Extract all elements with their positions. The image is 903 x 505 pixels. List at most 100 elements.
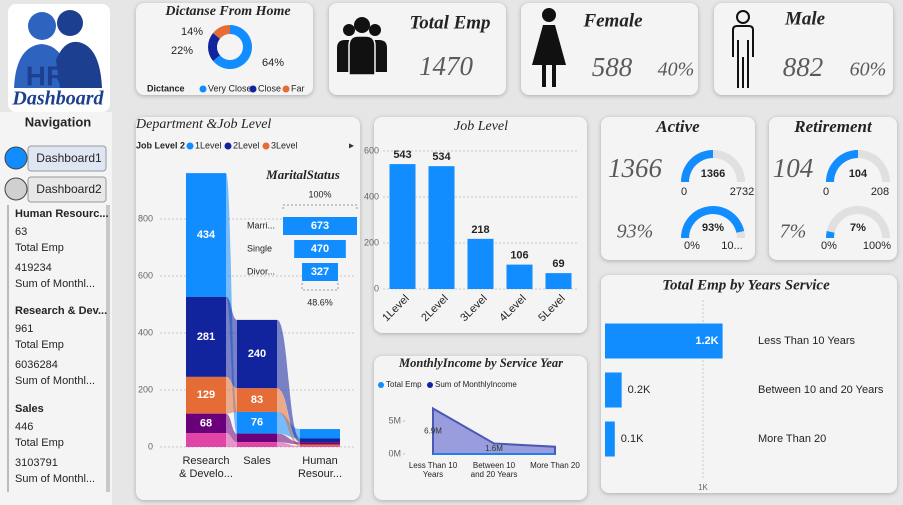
data-label: 0.1K	[621, 433, 644, 445]
chart-title: Department &Job Level	[135, 117, 271, 132]
bar	[467, 238, 494, 289]
funnel-bar	[294, 240, 346, 258]
data-label: 22%	[171, 45, 193, 57]
card	[374, 117, 587, 333]
y-tick-label: 200	[138, 384, 153, 394]
data-label: 673	[311, 220, 329, 232]
gauge-big-percent: 93%	[617, 221, 654, 243]
chart-title: Retirement	[793, 117, 873, 136]
card-title: Total Emp	[409, 12, 490, 33]
gauge-min: 0%	[684, 240, 700, 252]
legend-label: 3Level	[271, 140, 298, 150]
gauge-big-value: 1366	[608, 153, 663, 183]
y-tick-label: 600	[138, 270, 153, 280]
gauge-fill	[681, 150, 713, 182]
female-icon	[532, 8, 566, 87]
department-total-label: Total Emp	[15, 437, 64, 449]
data-label: 68	[200, 417, 212, 429]
nav-title: Navigation	[25, 114, 92, 129]
data-label: 6.9M	[424, 426, 442, 435]
x-tick-label-box: Between 10 and 20 Years	[470, 461, 518, 480]
x-tick-label: 1K	[698, 483, 708, 492]
x-tick-label: More Than 20	[530, 461, 580, 470]
legend-dot	[224, 142, 232, 150]
funnel-top-label: 100%	[308, 189, 331, 199]
x-tick-label: Research & Develo...	[179, 455, 233, 480]
department-total-label: Total Emp	[15, 339, 64, 351]
ribbon	[226, 376, 237, 414]
y-tick-label: 400	[138, 327, 153, 337]
ribbon	[277, 442, 300, 447]
gauge-max: 100%	[863, 240, 891, 252]
bar	[605, 323, 723, 359]
bar-segment	[186, 413, 226, 434]
ribbon	[277, 433, 300, 445]
gauge-value: 1366	[701, 168, 725, 180]
gauge-fill	[826, 150, 858, 182]
department-income: 3103791	[15, 457, 58, 469]
donut-slice	[208, 32, 220, 62]
gauge-max: 10...	[721, 240, 742, 252]
chart-title: Total Emp by Years Service	[662, 277, 830, 293]
x-tick-label: Less Than 10 Years	[408, 461, 458, 480]
x-tick-label: Between 10 and 20 Years	[470, 461, 518, 480]
x-tick-label-box: Research & Develo...	[179, 455, 233, 480]
nav-dot[interactable]	[4, 177, 28, 201]
nav-button[interactable]	[27, 145, 107, 172]
legend-dot	[249, 85, 257, 93]
data-label: 1.2K	[695, 335, 718, 347]
category-label: Marri...	[247, 220, 275, 230]
data-label: 1.6M	[485, 444, 503, 453]
ribbon	[226, 413, 237, 443]
legend-arrow[interactable]: ▸	[349, 141, 354, 152]
funnel-bar	[302, 263, 338, 281]
logo-title: HR	[26, 60, 66, 91]
y-tick-label: 400	[364, 191, 379, 201]
department-income: 6036284	[15, 359, 58, 371]
gauge-max: 208	[871, 186, 889, 198]
department-total: 446	[15, 421, 33, 433]
legend-label: Very Close	[208, 83, 252, 93]
department-income: 419234	[15, 262, 52, 274]
card	[521, 3, 698, 95]
ribbon	[277, 388, 300, 447]
x-tick-label: Sales	[243, 455, 271, 467]
nav-button-label[interactable]: Dashboard1	[36, 151, 102, 165]
data-label: 543	[393, 149, 411, 161]
y-tick-label: 800	[138, 213, 153, 223]
card-value: 588	[592, 52, 633, 82]
gauge-min: 0	[823, 186, 829, 198]
category-label: Divor...	[247, 266, 275, 276]
people-icon	[337, 17, 387, 76]
category-label: Single	[247, 243, 272, 253]
card-share: 40%	[658, 59, 695, 81]
bar-segment	[300, 429, 340, 439]
legend-label: 2Level	[233, 140, 260, 150]
funnel-bottom-label: 48.6%	[307, 297, 333, 307]
legend-title: Dictance	[147, 83, 185, 93]
nav-button-label[interactable]: Dashboard2	[36, 182, 102, 196]
data-label: 434	[197, 229, 216, 241]
scrollbar[interactable]	[106, 205, 110, 492]
department-total: 961	[15, 323, 33, 335]
card-share: 60%	[850, 59, 887, 81]
department-total-label: Total Emp	[15, 242, 64, 254]
legend-label: Total Emp	[386, 380, 422, 389]
legend-dot	[427, 382, 433, 388]
bar-segment	[186, 173, 226, 297]
data-label: 327	[311, 266, 329, 278]
bar-segment	[237, 411, 277, 434]
nav-button[interactable]	[27, 176, 107, 203]
bar-segment	[186, 433, 226, 447]
funnel-bar	[283, 217, 357, 235]
x-tick-label: Human Resour...	[297, 455, 343, 480]
y-tick-label: 0	[374, 283, 379, 293]
nav-dot[interactable]	[4, 146, 28, 170]
gauge-value: 104	[849, 168, 868, 180]
data-label: 240	[248, 348, 266, 360]
department-income-label: Sum of Monthl...	[15, 278, 95, 290]
department-name: Sales	[15, 403, 44, 415]
donut-slice	[213, 25, 253, 69]
bar-segment	[186, 296, 226, 377]
gauge-big-value: 104	[773, 153, 814, 183]
